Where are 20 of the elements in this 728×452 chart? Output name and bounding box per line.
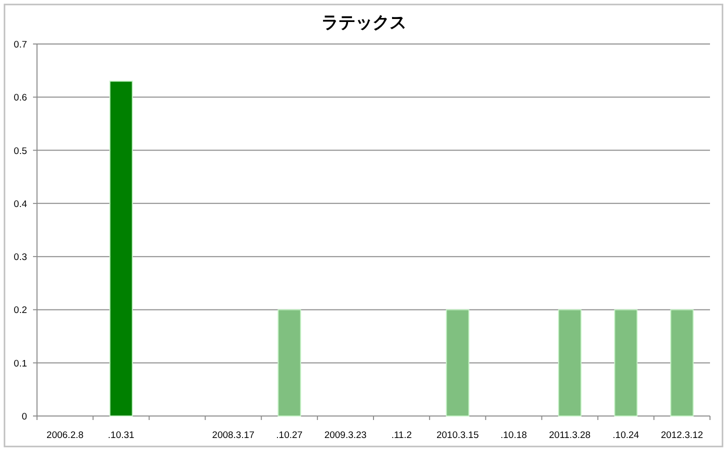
x-tick-label: 2008.3.17 [212,430,254,441]
x-tick-label: .10.31 [108,430,134,441]
x-tick-label: 2011.3.28 [549,430,591,441]
y-tick-label: 0.2 [14,305,27,316]
x-tick-label: .10.24 [612,430,640,441]
y-tick-label: 0.7 [14,40,27,50]
y-tick-label: 0.4 [14,198,27,210]
y-tick-label: 0 [22,412,27,422]
x-tick-label: .10.27 [276,430,303,441]
x-tick-label: .11.2 [391,430,412,441]
x-tick-label: 2010.3.15 [436,430,479,441]
y-tick-label: 0.1 [14,358,27,370]
y-tick-label: 0.5 [14,146,27,157]
x-tick-label: 2009.3.23 [324,430,367,441]
chart-title: ラテックス [322,13,406,32]
x-tick-label: 2006.2.8 [46,430,84,441]
y-tick-label: 0.3 [14,252,27,264]
y-tick-label: 0.6 [14,92,27,104]
x-tick-label: 2012.3.12 [660,430,704,441]
x-tick-label: .10.18 [500,430,527,441]
